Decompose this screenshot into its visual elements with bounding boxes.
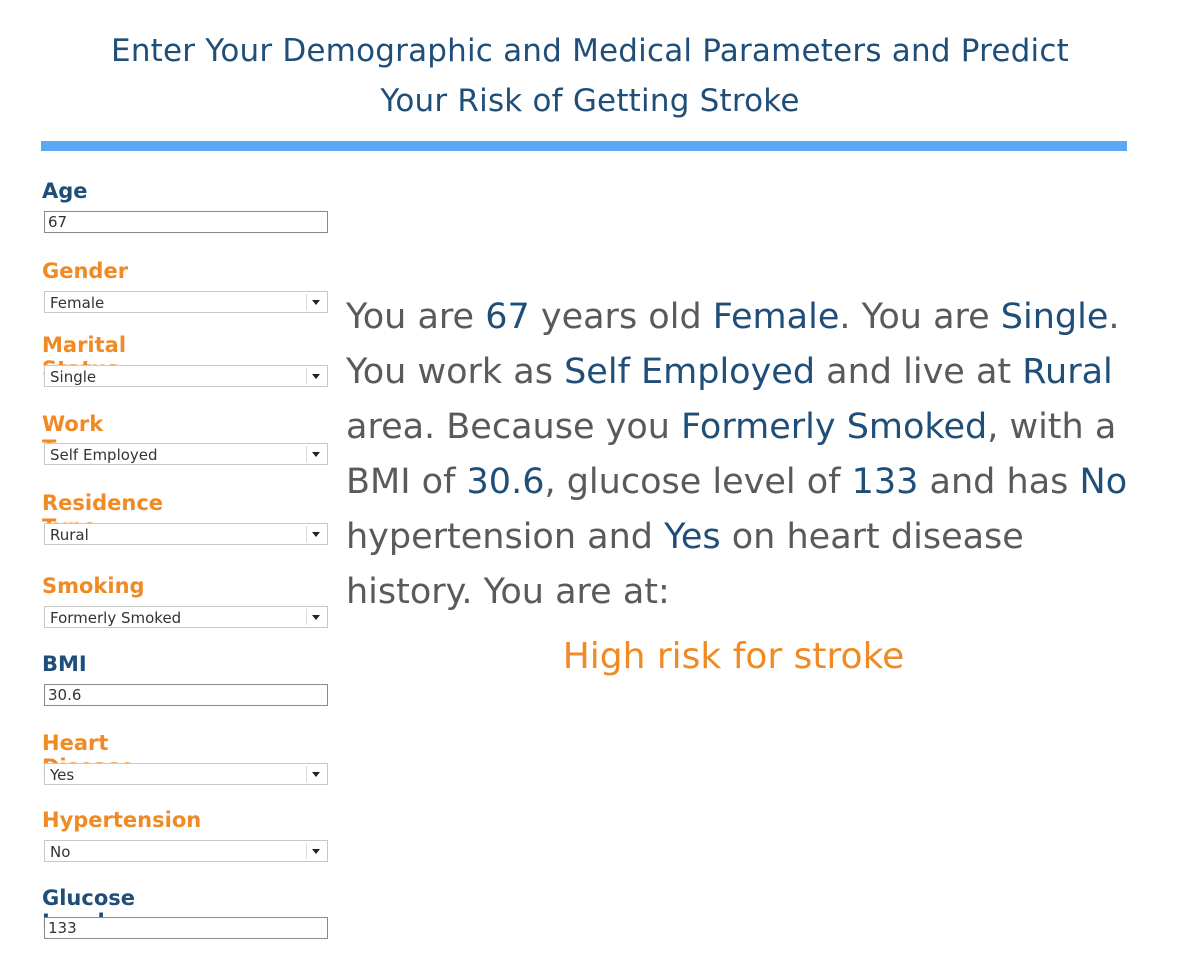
summary-marital: Single: [1000, 297, 1109, 337]
chevron-down-icon[interactable]: [306, 294, 325, 310]
summary-text: hypertension and: [346, 517, 665, 557]
chevron-down-icon[interactable]: [306, 368, 325, 384]
summary-gender: Female: [712, 297, 840, 337]
summary-bmi: 30.6: [466, 462, 545, 502]
chevron-down-icon[interactable]: [306, 526, 325, 542]
title-divider: [41, 141, 1127, 151]
summary-age: 67: [485, 297, 530, 337]
summary-work: Self Employed: [564, 352, 816, 392]
page-title: Enter Your Demographic and Medical Param…: [40, 26, 1140, 126]
glucose-level-input[interactable]: 133: [44, 917, 328, 939]
chevron-down-icon[interactable]: [306, 766, 325, 782]
summary-heart: Yes: [664, 517, 721, 557]
summary-residence: Rural: [1022, 352, 1113, 392]
smoking-select-value: Formerly Smoked: [50, 609, 182, 627]
summary-text: on heart disease history. You are at:: [346, 517, 1024, 612]
smoking-select[interactable]: Formerly Smoked: [44, 606, 328, 628]
smoking-label: Smoking: [42, 574, 145, 598]
residence-type-select-value: Rural: [50, 526, 89, 544]
summary-text: , glucose level of: [544, 462, 852, 502]
marital-status-select-value: Single: [50, 368, 97, 386]
hypertension-select-value: No: [50, 843, 71, 861]
summary-glucose: 133: [851, 462, 919, 502]
summary-text: You are: [346, 297, 486, 337]
summary-text: area. Because you: [346, 407, 682, 447]
chevron-down-icon[interactable]: [306, 843, 325, 859]
summary-text: . You work as: [346, 297, 1120, 392]
summary-text: years old: [529, 297, 713, 337]
chevron-down-icon[interactable]: [306, 609, 325, 625]
work-type-select-value: Self Employed: [50, 446, 158, 464]
work-type-select[interactable]: Self Employed: [44, 443, 328, 465]
page-title-line1: Enter Your Demographic and Medical Param…: [111, 33, 1069, 69]
heart-disease-select[interactable]: Yes: [44, 763, 328, 785]
summary-text: and live at: [815, 352, 1023, 392]
residence-type-select[interactable]: Rural: [44, 523, 328, 545]
gender-select[interactable]: Female: [44, 291, 328, 313]
marital-status-select[interactable]: Single: [44, 365, 328, 387]
gender-select-value: Female: [50, 294, 105, 312]
gender-label: Gender: [42, 259, 129, 283]
hypertension-select[interactable]: No: [44, 840, 328, 862]
summary-text: , with a BMI of: [346, 407, 1117, 502]
hypertension-label: Hypertension: [42, 808, 202, 832]
chevron-down-icon[interactable]: [306, 446, 325, 462]
risk-result: High risk for stroke: [562, 636, 905, 677]
page-title-line2: Your Risk of Getting Stroke: [380, 83, 800, 119]
summary-hypertension: No: [1079, 462, 1128, 502]
heart-disease-select-value: Yes: [50, 766, 75, 784]
age-input[interactable]: 67: [44, 211, 328, 233]
risk-summary-text: You are 67 years old Female. You are Sin…: [346, 290, 1136, 620]
bmi-input[interactable]: 30.6: [44, 684, 328, 706]
summary-text: . You are: [839, 297, 1001, 337]
summary-smoking: Formerly Smoked: [681, 407, 988, 447]
age-label: Age: [42, 179, 88, 203]
summary-text: and has: [918, 462, 1080, 502]
bmi-label: BMI: [42, 652, 87, 676]
